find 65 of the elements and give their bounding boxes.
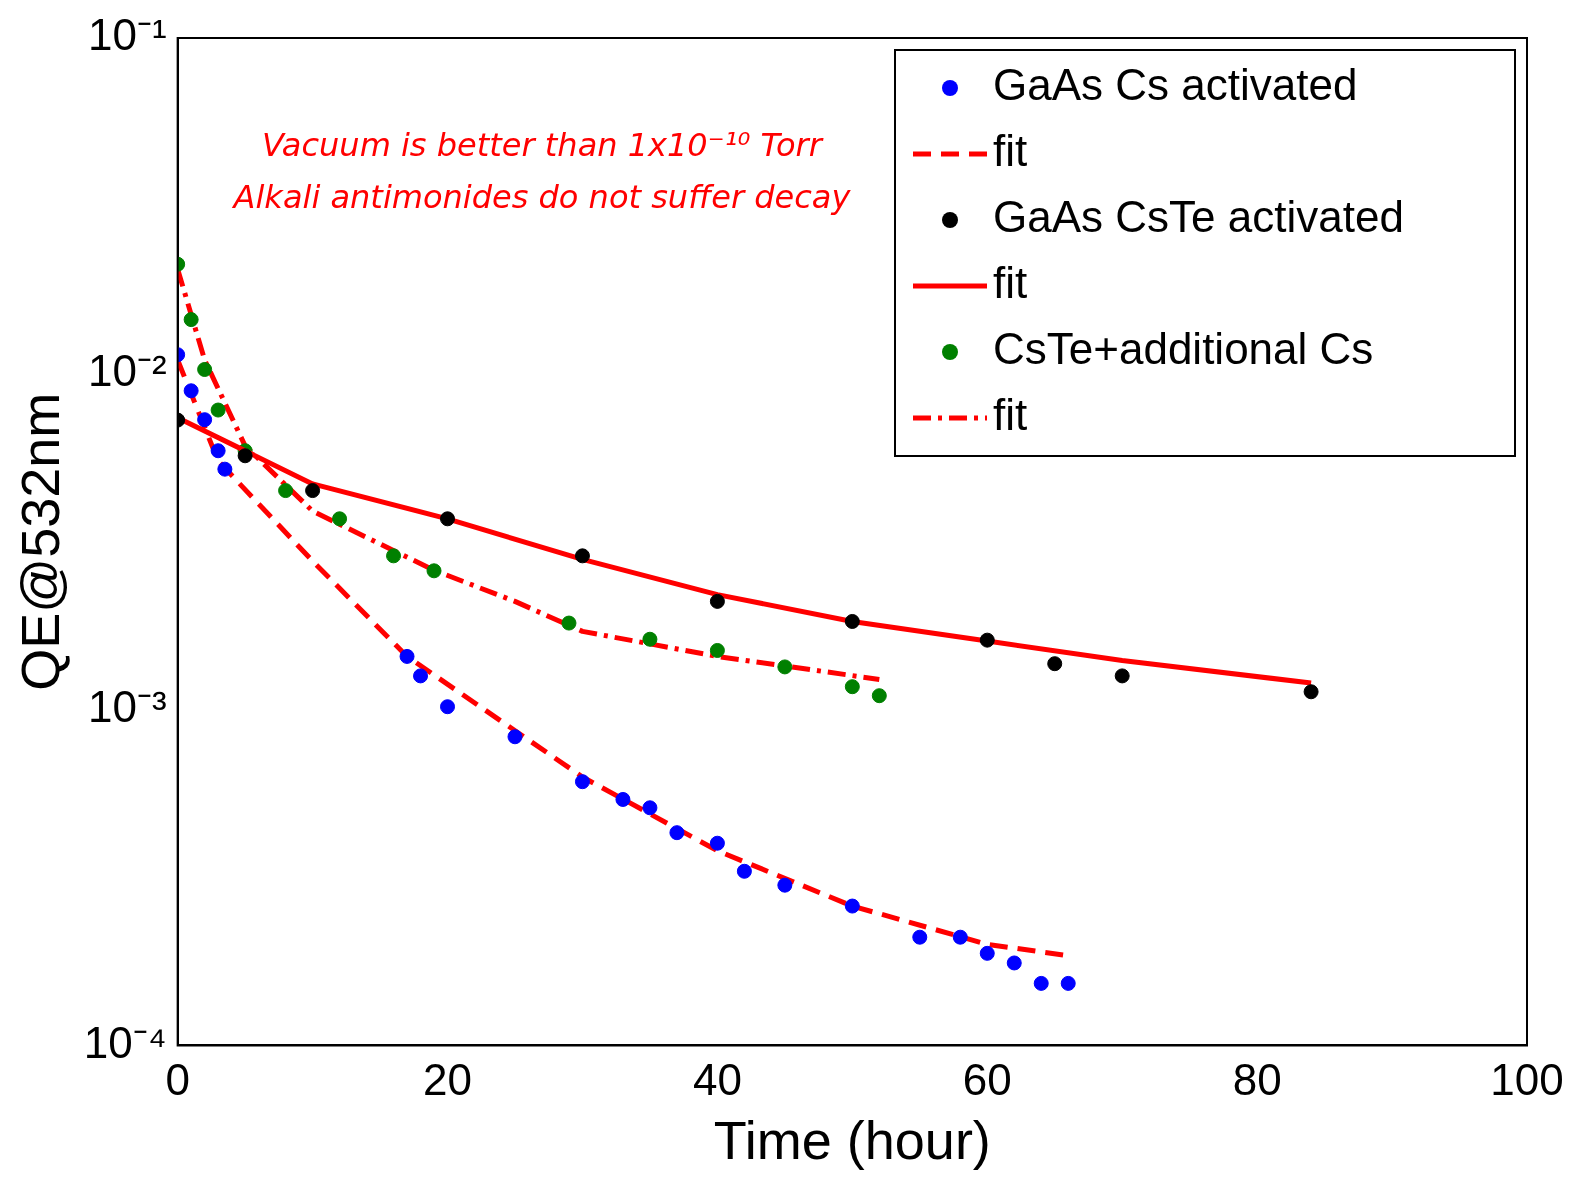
point bbox=[440, 511, 456, 527]
point bbox=[979, 945, 995, 961]
point bbox=[736, 863, 752, 879]
point bbox=[413, 668, 429, 684]
point bbox=[217, 461, 233, 477]
y-tick-label: 10⁻³ bbox=[88, 681, 167, 731]
point bbox=[426, 563, 442, 579]
point bbox=[912, 929, 928, 945]
point bbox=[197, 412, 213, 428]
point bbox=[844, 613, 860, 629]
point bbox=[386, 548, 402, 564]
point bbox=[399, 648, 415, 664]
point bbox=[237, 448, 253, 464]
legend-label: fit bbox=[993, 126, 1028, 176]
x-tick-label: 0 bbox=[165, 1054, 190, 1104]
annotation: Vacuum is better than 1x10⁻¹⁰ Torr bbox=[262, 126, 824, 164]
y-tick-label: 10⁻¹ bbox=[88, 10, 167, 60]
legend-label: fit bbox=[993, 258, 1028, 308]
point bbox=[979, 632, 995, 648]
point bbox=[777, 877, 793, 893]
x-tick-label: 40 bbox=[692, 1054, 742, 1104]
legend-label: GaAs CsTe activated bbox=[993, 192, 1404, 242]
point bbox=[183, 312, 199, 328]
point bbox=[574, 774, 590, 790]
point bbox=[1033, 975, 1049, 991]
point bbox=[440, 699, 456, 715]
point bbox=[615, 791, 631, 807]
point bbox=[709, 835, 725, 851]
point bbox=[197, 361, 213, 377]
point bbox=[952, 929, 968, 945]
point bbox=[507, 729, 523, 745]
point bbox=[305, 483, 321, 499]
point bbox=[844, 898, 860, 914]
point bbox=[1303, 684, 1319, 700]
x-tick-label: 100 bbox=[1490, 1054, 1564, 1104]
point bbox=[669, 825, 685, 841]
point bbox=[777, 659, 793, 675]
legend-label: CsTe+additional Cs bbox=[993, 324, 1374, 374]
point bbox=[183, 383, 199, 399]
point bbox=[1060, 975, 1076, 991]
point bbox=[1047, 656, 1063, 672]
point bbox=[642, 631, 658, 647]
point bbox=[561, 615, 577, 631]
y-tick-label: 10⁻² bbox=[88, 345, 167, 395]
point bbox=[278, 483, 294, 499]
y-axis-title: QE@532nm bbox=[10, 392, 71, 691]
x-axis-title: Time (hour) bbox=[713, 1110, 991, 1171]
legend-label: fit bbox=[993, 390, 1028, 440]
x-tick-label: 20 bbox=[423, 1054, 472, 1104]
x-tick-label: 60 bbox=[962, 1054, 1012, 1104]
point bbox=[332, 511, 348, 527]
point bbox=[642, 800, 658, 816]
point bbox=[844, 679, 860, 695]
legend-label: GaAs Cs activated bbox=[993, 60, 1358, 110]
point bbox=[1006, 955, 1022, 971]
x-tick-label: 80 bbox=[1232, 1054, 1282, 1104]
point bbox=[210, 443, 226, 459]
y-tick-label: 10⁻⁴ bbox=[83, 1017, 167, 1067]
point bbox=[709, 593, 725, 609]
annotation: Alkali antimonides do not suffer decay bbox=[231, 178, 852, 216]
point bbox=[709, 642, 725, 658]
point bbox=[1114, 668, 1130, 684]
point bbox=[871, 688, 887, 704]
point bbox=[210, 402, 226, 418]
point bbox=[574, 548, 590, 564]
